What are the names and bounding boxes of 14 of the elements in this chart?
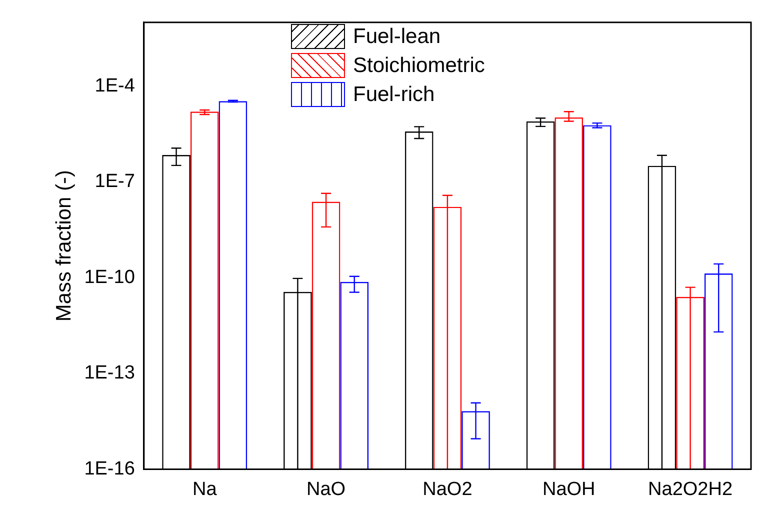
x-tick-label: NaO (306, 478, 346, 500)
legend-label: Stoichiometric (353, 54, 485, 78)
x-tick-label: NaO2 (422, 478, 472, 500)
legend-label: Fuel-rich (353, 82, 435, 106)
x-tick-label: Na2O2H2 (648, 478, 733, 500)
x-tick-label: NaOH (542, 478, 596, 500)
legend-label: Fuel-lean (353, 24, 441, 48)
y-tick-label: 1E-7 (94, 171, 135, 192)
x-tick-label: Na (192, 478, 218, 500)
y-axis-title: Mass fraction (-) (52, 170, 76, 322)
y-tick-label: 1E-13 (84, 362, 135, 384)
y-tick-label: 1E-16 (84, 458, 135, 480)
y-tick-label: 1E-4 (94, 75, 136, 96)
y-tick-label: 1E-10 (84, 266, 135, 288)
